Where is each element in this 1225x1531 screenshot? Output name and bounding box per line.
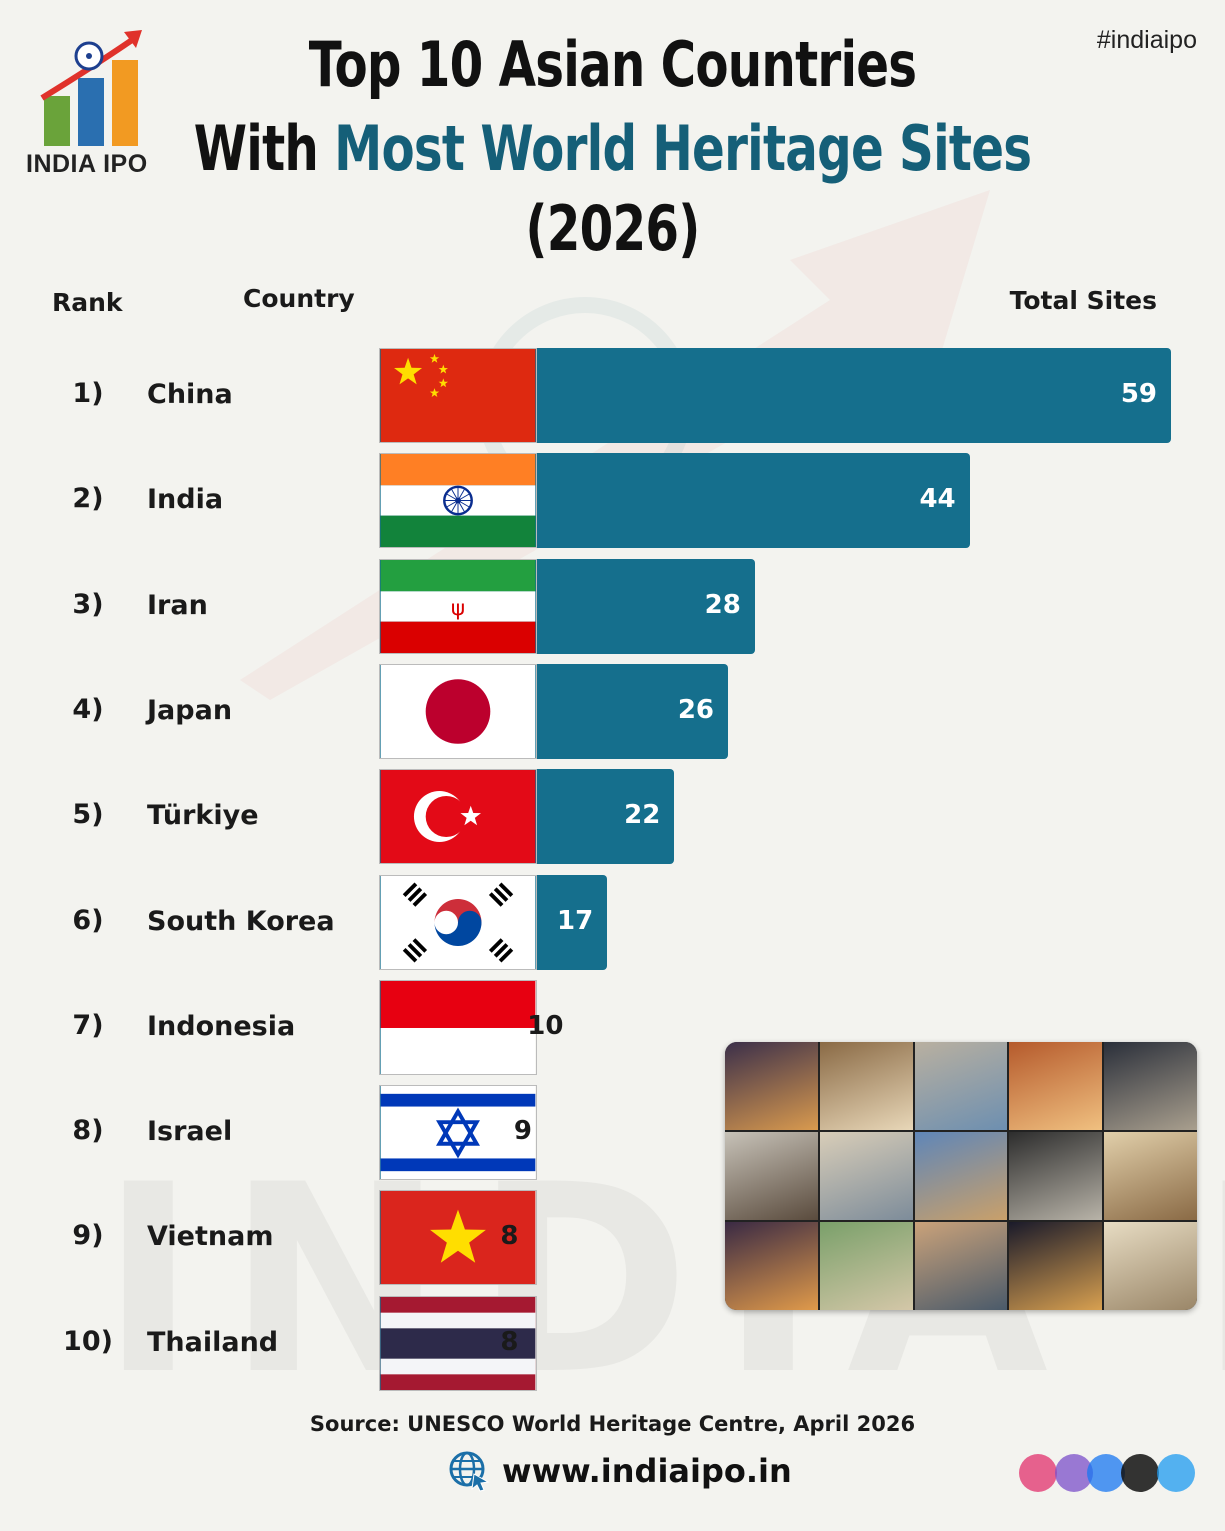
photo-tile [1009,1042,1103,1130]
country-label: Thailand [147,1326,279,1358]
hashtag: #indiaipo [1096,26,1197,54]
chart-title-line-1: Top 10 Asian Countries [308,28,917,101]
photo-tile [914,1222,1008,1310]
flag-icon [379,1295,537,1391]
photo-tile [914,1132,1008,1220]
value-label: 8 [500,1326,519,1357]
flag-icon [379,769,537,865]
country-label: Vietnam [147,1221,274,1253]
value-label: 22 [624,800,661,831]
flag-icon [379,874,537,970]
total-sites-column-header: Total Sites [1009,286,1157,315]
social-media-icons[interactable] [1014,1452,1200,1494]
country-label: South Korea [147,905,335,937]
value-label: 59 [1120,379,1157,409]
value-label: 44 [919,484,956,515]
country-column-header: Country [243,284,355,313]
country-label: Türkiye [147,800,259,832]
flag-icon [379,348,537,443]
value-label: 9 [513,1116,532,1147]
photo-tile [1104,1132,1197,1220]
country-label: Israel [147,1116,233,1148]
photo-tile [1104,1042,1197,1130]
value-label: 26 [677,694,715,725]
photo-tile [1009,1132,1103,1220]
rank-label: 10) [63,1325,113,1357]
rank-label: 6) [72,904,104,936]
photo-tile [819,1042,913,1130]
photo-tile [725,1222,818,1310]
photo-tile [1009,1222,1103,1310]
rank-label: 5) [72,799,104,831]
photo-tile [1104,1222,1197,1310]
flag-icon [379,1085,537,1181]
title-prefix: With [193,112,335,185]
flag-icon [379,453,537,549]
chart-title-line-2: With Most World Heritage Sites [135,112,1091,185]
value-label: 8 [500,1221,519,1252]
photo-tile [819,1132,913,1220]
country-label: Iran [147,589,208,621]
photo-tile [725,1042,818,1130]
country-label: Indonesia [147,1010,296,1042]
rank-label: 2) [72,483,104,515]
rank-label: 9) [72,1220,104,1252]
value-label: 17 [557,905,594,936]
flag-icon [379,663,537,759]
photo-tile [819,1222,913,1310]
value-label: 28 [704,589,741,620]
value-label: 10 [527,1010,564,1041]
rank-label: 1) [72,378,104,409]
globe-icon [449,1451,490,1492]
photo-tile [725,1132,818,1220]
rank-column-header: Rank [52,288,123,317]
website-link[interactable]: www.indiaipo.in [448,1450,792,1492]
logo-text: INDIA IPO [26,150,148,178]
photo-tile [914,1042,1008,1130]
rank-label: 8) [72,1115,104,1147]
heritage-photo-collage [725,1042,1197,1310]
country-label: China [147,379,233,410]
india-ipo-logo-icon [40,30,142,146]
rank-label: 3) [72,588,104,620]
chart-title-year: (2026) [525,192,700,265]
svg-text:ψ: ψ [451,595,465,620]
flag-icon [379,979,537,1075]
country-label: India [147,484,224,516]
flag-icon: ψ [379,558,537,654]
rank-label: 7) [72,1009,104,1041]
country-label: Japan [147,694,233,726]
flag-icon [379,1190,537,1286]
title-accent: Most World Heritage Sites [334,112,1032,185]
source-note: Source: UNESCO World Heritage Centre, Ap… [309,1412,916,1436]
rank-label: 4) [72,693,104,725]
website-text: www.indiaipo.in [502,1452,792,1490]
